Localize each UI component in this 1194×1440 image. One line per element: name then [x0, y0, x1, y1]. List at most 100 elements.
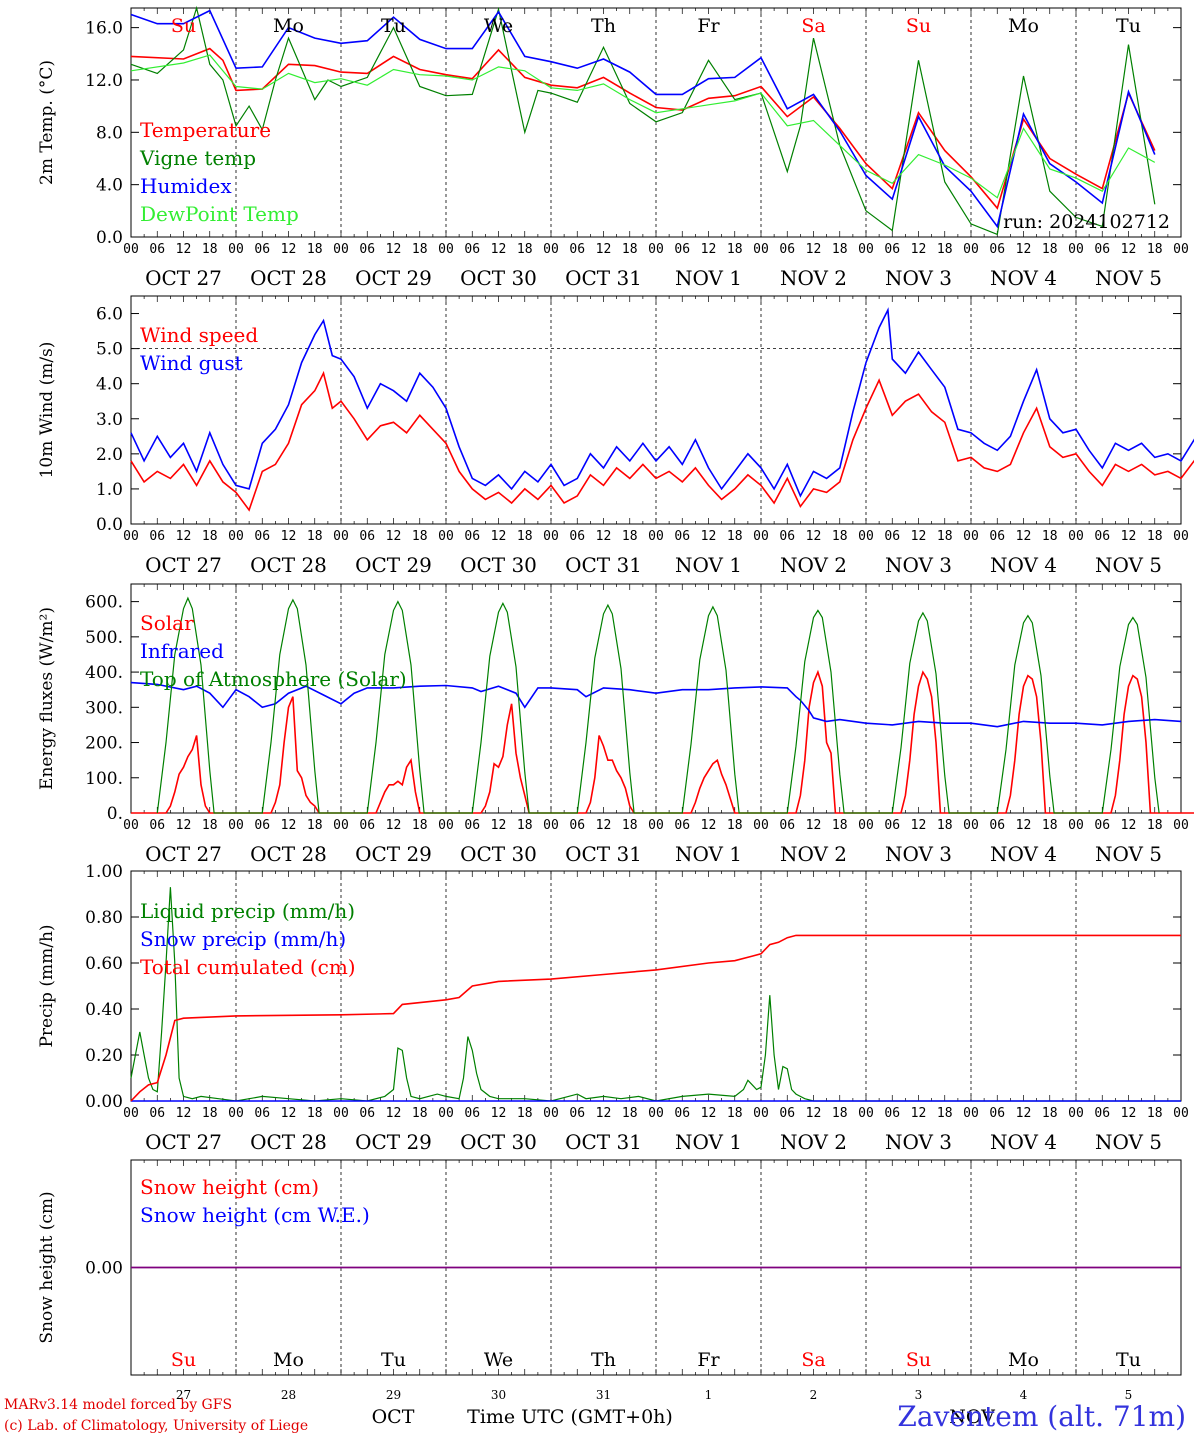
- series-dewpoint-temp: [130, 54, 1156, 199]
- hour-label: 12: [596, 818, 612, 833]
- date-label: NOV 2: [780, 553, 847, 577]
- date-label: OCT 28: [250, 553, 327, 577]
- date-label: NOV 4: [990, 842, 1057, 866]
- bottom-date-number: 29: [386, 1388, 401, 1402]
- y-axis-label: 10m Wind (m/s): [37, 342, 57, 479]
- hour-label: 00: [753, 1106, 769, 1121]
- hour-label: 00: [123, 818, 139, 833]
- hour-label: 18: [937, 818, 953, 833]
- hour-label: 06: [569, 1106, 585, 1121]
- hour-label: 06: [884, 242, 900, 257]
- hour-label: 12: [491, 242, 507, 257]
- legend-snow-height-cm-: Snow height (cm): [140, 1175, 319, 1199]
- hour-label: 06: [359, 242, 375, 257]
- hour-label: 12: [911, 1106, 927, 1121]
- y-axis-label: 2m Temp. (°C): [37, 60, 57, 185]
- y-tick-label: 600.: [85, 593, 123, 613]
- hour-label: 06: [1094, 529, 1110, 544]
- hour-label: 12: [1121, 242, 1137, 257]
- hour-label: 00: [1173, 529, 1189, 544]
- panel-2: [130, 295, 1194, 525]
- hour-label: 00: [648, 818, 664, 833]
- hour-label: 06: [254, 242, 270, 257]
- date-label: NOV 5: [1095, 553, 1162, 577]
- hour-label: 00: [1068, 818, 1084, 833]
- hour-label: 12: [806, 1106, 822, 1121]
- legend-dewpoint-temp: DewPoint Temp: [140, 202, 299, 226]
- date-label: OCT 28: [250, 1130, 327, 1154]
- weekday-label: Sa: [801, 15, 825, 37]
- hour-label: 12: [701, 818, 717, 833]
- hour-label: 18: [1147, 529, 1163, 544]
- y-tick-label: 0.: [107, 804, 123, 824]
- hour-label: 12: [701, 242, 717, 257]
- hour-label: 06: [254, 1106, 270, 1121]
- hour-label: 12: [386, 242, 402, 257]
- date-label: OCT 30: [460, 266, 537, 290]
- hour-label: 18: [832, 242, 848, 257]
- date-label: NOV 4: [990, 553, 1057, 577]
- hour-label: 18: [307, 1106, 323, 1121]
- date-label: OCT 31: [565, 553, 642, 577]
- hour-label: 00: [438, 242, 454, 257]
- hour-label: 12: [806, 242, 822, 257]
- weekday-label: Su: [171, 1349, 196, 1371]
- y-tick-label: 1.0: [96, 480, 123, 500]
- weekday-label: We: [484, 15, 513, 37]
- panel-4: [130, 870, 1182, 1102]
- hour-label: 06: [989, 242, 1005, 257]
- y-tick-label: 0.0: [96, 515, 123, 535]
- hour-label: 00: [963, 242, 979, 257]
- weekday-label: Th: [591, 1349, 616, 1371]
- hour-label: 00: [438, 818, 454, 833]
- hour-label: 00: [858, 1106, 874, 1121]
- hour-label: 12: [806, 818, 822, 833]
- hour-label: 00: [543, 529, 559, 544]
- hour-label: 06: [254, 818, 270, 833]
- hour-label: 06: [779, 818, 795, 833]
- legend-top-of-atmosphere-solar-: Top of Atmosphere (Solar): [140, 667, 407, 691]
- hour-label: 12: [1121, 1106, 1137, 1121]
- hour-label: 18: [937, 242, 953, 257]
- hour-label: 00: [858, 242, 874, 257]
- weekday-label: We: [484, 1349, 513, 1371]
- hour-label: 12: [281, 1106, 297, 1121]
- date-label: OCT 31: [565, 266, 642, 290]
- weekday-label: Mo: [1008, 1349, 1039, 1371]
- hour-label: 00: [123, 1106, 139, 1121]
- hour-label: 18: [1042, 529, 1058, 544]
- date-label: NOV 1: [675, 842, 742, 866]
- hour-label: 18: [517, 818, 533, 833]
- date-label: OCT 27: [145, 842, 222, 866]
- hour-label: 00: [1068, 242, 1084, 257]
- hour-label: 12: [281, 242, 297, 257]
- hour-label: 12: [701, 1106, 717, 1121]
- y-axis-label: Energy fluxes (W/m²): [37, 607, 57, 790]
- y-tick-label: 300.: [85, 698, 123, 718]
- hour-label: 00: [543, 1106, 559, 1121]
- hour-label: 06: [149, 818, 165, 833]
- hour-label: 12: [596, 529, 612, 544]
- y-axis-label: Snow height (cm): [37, 1191, 57, 1343]
- weekday-label: Tu: [1116, 1349, 1141, 1371]
- legend-snow-precip-mm-h-: Snow precip (mm/h): [140, 927, 346, 951]
- series-total-cumulated-cm-: [130, 934, 1181, 1102]
- y-tick-label: 0.20: [85, 1046, 123, 1066]
- run-label: run: 2024102712: [1003, 211, 1170, 233]
- y-tick-label: 0.60: [85, 954, 123, 974]
- hour-label: 00: [543, 818, 559, 833]
- date-label: NOV 1: [675, 1130, 742, 1154]
- hour-label: 00: [858, 529, 874, 544]
- hour-label: 00: [648, 242, 664, 257]
- date-label: NOV 2: [780, 1130, 847, 1154]
- date-label: OCT 31: [565, 842, 642, 866]
- hour-label: 12: [596, 242, 612, 257]
- date-label: NOV 3: [885, 266, 952, 290]
- hour-label: 00: [543, 242, 559, 257]
- legend-vigne-temp: Vigne temp: [139, 146, 256, 170]
- hour-label: 00: [228, 529, 244, 544]
- hour-label: 18: [937, 1106, 953, 1121]
- y-tick-label: 500.: [85, 628, 123, 648]
- panel-1: [130, 5, 1182, 238]
- series-temperature: [130, 47, 1156, 210]
